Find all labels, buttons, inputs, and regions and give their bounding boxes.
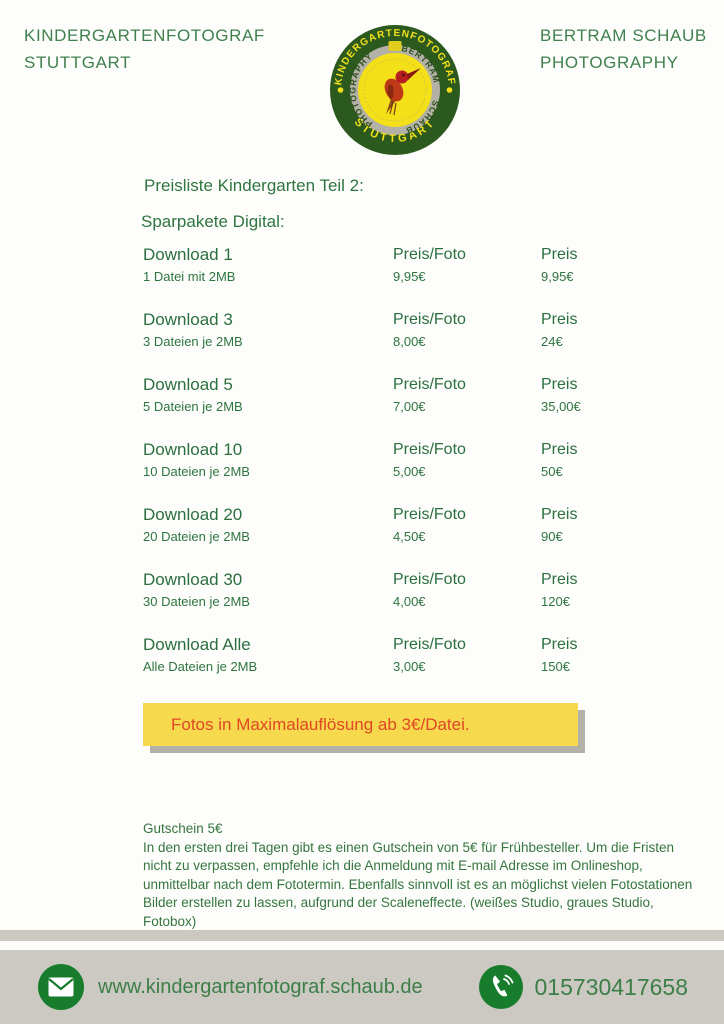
table-row: Download Alle Alle Dateien je 2MB Preis/… (143, 634, 613, 675)
price-label: Preis (541, 441, 578, 458)
package-name: Download 30 (143, 570, 243, 589)
website-link[interactable]: www.kindergartenfotograf.schaub.de (38, 964, 423, 1010)
price-per-photo-value: 7,00€ (393, 399, 426, 414)
price-per-photo-value: 9,95€ (393, 269, 426, 284)
price-table: Download 1 1 Datei mit 2MB Preis/Foto 9,… (143, 244, 613, 699)
banner-text: Fotos in Maximalauflösung ab 3€/Datei. (171, 714, 470, 734)
package-desc: 20 Dateien je 2MB (143, 529, 250, 544)
company-name-right: BERTRAM SCHAUB PHOTOGRAPHY (540, 22, 707, 76)
price-value: 150€ (541, 659, 570, 674)
price-per-photo-label: Preis/Foto (393, 506, 466, 523)
voucher-note-title: Gutschein 5€ (143, 821, 223, 836)
price-per-photo-label: Preis/Foto (393, 441, 466, 458)
price-per-photo-label: Preis/Foto (393, 246, 466, 263)
package-desc: Alle Dateien je 2MB (143, 659, 258, 674)
company-name-left: KINDERGARTENFOTOGRAF STUTTGART (24, 22, 265, 76)
logo-badge-icon: KINDERGARTENFOTOGRAF STUTTGART BERTRAM S… (330, 25, 460, 155)
package-name: Download 20 (143, 505, 243, 524)
voucher-note: Gutschein 5€ In den ersten drei Tagen gi… (143, 820, 693, 931)
package-name: Download 10 (143, 440, 243, 459)
phone-link[interactable]: 015730417658 (478, 965, 689, 1009)
photography-label: PHOTOGRAPHY (540, 53, 679, 72)
price-per-photo-value: 4,50€ (393, 529, 426, 544)
package-name: Download 5 (143, 375, 233, 394)
website-url[interactable]: www.kindergartenfotograf.schaub.de (98, 975, 423, 998)
table-row: Download 1 1 Datei mit 2MB Preis/Foto 9,… (143, 244, 613, 285)
max-resolution-banner: Fotos in Maximalauflösung ab 3€/Datei. (143, 703, 578, 746)
package-desc: 10 Dateien je 2MB (143, 464, 250, 479)
company-logo: KINDERGARTENFOTOGRAF STUTTGART BERTRAM S… (329, 24, 461, 156)
footer-bar: www.kindergartenfotograf.schaub.de 01573… (0, 950, 724, 1024)
price-value: 9,95€ (541, 269, 574, 284)
price-per-photo-value: 8,00€ (393, 334, 426, 349)
table-row: Download 3 3 Dateien je 2MB Preis/Foto 8… (143, 309, 613, 350)
price-label: Preis (541, 246, 578, 263)
photographer-name: BERTRAM SCHAUB (540, 26, 707, 45)
price-per-photo-value: 5,00€ (393, 464, 426, 479)
price-value: 35,00€ (541, 399, 581, 414)
price-value: 120€ (541, 594, 570, 609)
phone-icon (478, 965, 523, 1009)
price-label: Preis (541, 376, 578, 393)
company-name-line2: STUTTGART (24, 53, 132, 72)
page-subtitle: Sparpakete Digital: (141, 212, 285, 231)
table-row: Download 20 20 Dateien je 2MB Preis/Foto… (143, 504, 613, 545)
page-title: Preisliste Kindergarten Teil 2: (144, 176, 364, 195)
price-per-photo-label: Preis/Foto (393, 311, 466, 328)
phone-number[interactable]: 015730417658 (534, 973, 689, 1000)
package-desc: 5 Dateien je 2MB (143, 399, 243, 414)
price-value: 50€ (541, 464, 563, 479)
table-row: Download 30 30 Dateien je 2MB Preis/Foto… (143, 569, 613, 610)
table-row: Download 5 5 Dateien je 2MB Preis/Foto 7… (143, 374, 613, 415)
package-name: Download Alle (143, 635, 251, 654)
price-per-photo-label: Preis/Foto (393, 636, 466, 653)
package-desc: 1 Datei mit 2MB (143, 269, 236, 284)
price-per-photo-label: Preis/Foto (393, 376, 466, 393)
voucher-note-body: In den ersten drei Tagen gibt es einen G… (143, 839, 693, 929)
price-per-photo-value: 3,00€ (393, 659, 426, 674)
price-label: Preis (541, 636, 578, 653)
kingfisher-icon (384, 68, 421, 116)
package-desc: 30 Dateien je 2MB (143, 594, 250, 609)
price-per-photo-value: 4,00€ (393, 594, 426, 609)
price-label: Preis (541, 571, 578, 588)
price-value: 90€ (541, 529, 563, 544)
package-name: Download 3 (143, 310, 233, 329)
table-row: Download 10 10 Dateien je 2MB Preis/Foto… (143, 439, 613, 480)
package-name: Download 1 (143, 245, 233, 264)
footer-divider (0, 930, 724, 941)
package-desc: 3 Dateien je 2MB (143, 334, 243, 349)
company-name-line1: KINDERGARTENFOTOGRAF (24, 26, 265, 45)
price-label: Preis (541, 311, 578, 328)
price-label: Preis (541, 506, 578, 523)
price-per-photo-label: Preis/Foto (393, 571, 466, 588)
price-value: 24€ (541, 334, 563, 349)
envelope-icon (38, 964, 84, 1010)
